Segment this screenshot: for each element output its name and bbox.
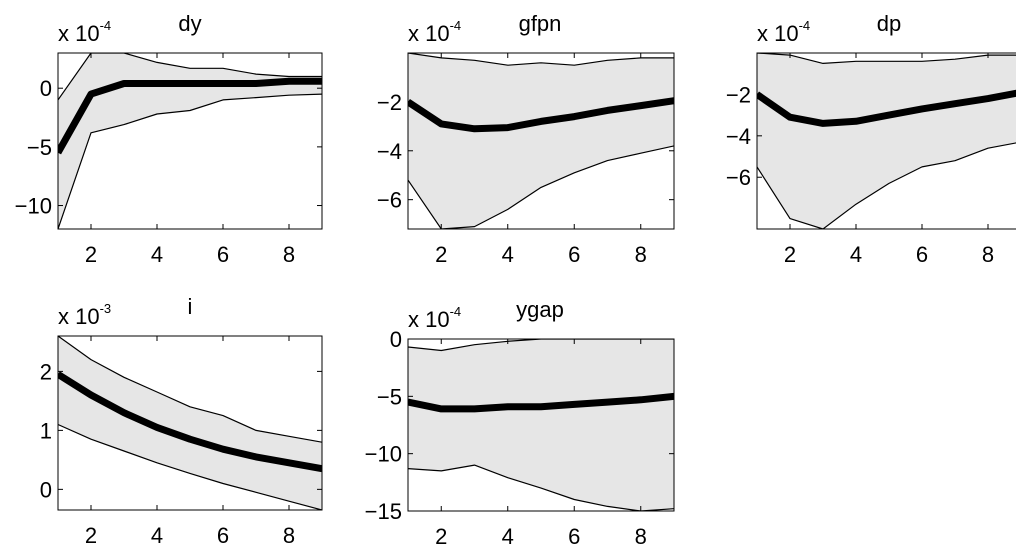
gfpn-x-tick-label: 2 <box>435 242 447 267</box>
dy-x-tick-label: 8 <box>283 242 295 267</box>
ygap-axis-multiplier: x 10-4 <box>408 304 461 332</box>
ygap-x-tick-label: 8 <box>635 524 647 549</box>
i-x-tick-label: 6 <box>217 523 229 548</box>
panel-dy: 2 4 6 8 0 −5 −10 x 10-4 dy <box>15 11 323 267</box>
dp-y-tick-label: −6 <box>726 165 751 190</box>
i-title: i <box>188 294 193 319</box>
dp-x-tick-label: 6 <box>916 242 928 267</box>
gfpn-x-tick-label: 8 <box>635 242 647 267</box>
i-y-tick-label: 1 <box>40 418 52 443</box>
dp-median-line <box>757 89 1016 127</box>
dy-x-tick-label: 2 <box>85 242 97 267</box>
gfpn-title: gfpn <box>519 11 562 36</box>
dp-upper-line <box>757 53 1016 65</box>
ygap-y-tick-label: 0 <box>390 327 402 352</box>
ygap-title: ygap <box>516 297 564 322</box>
i-axes-frame <box>57 335 323 511</box>
gfpn-axis-multiplier: x 10-4 <box>408 18 461 46</box>
i-x-tick-label: 8 <box>283 523 295 548</box>
i-lower-line <box>58 423 322 510</box>
dy-x-tick-label: 4 <box>151 242 163 267</box>
dp-y-tick-label: −2 <box>726 82 751 107</box>
dy-y-tick-label: 0 <box>40 76 52 101</box>
dp-x-tick-label: 2 <box>784 242 796 267</box>
dy-x-tick-label: 6 <box>217 242 229 267</box>
ygap-upper-line <box>408 339 674 352</box>
dp-y-tick-label: −4 <box>726 124 751 149</box>
dy-upper-line <box>58 53 322 101</box>
ygap-median-line <box>408 392 674 413</box>
gfpn-axes-frame <box>407 52 675 230</box>
gfpn-lower-line <box>408 145 674 229</box>
gfpn-x-tick-label: 4 <box>502 242 514 267</box>
gfpn-y-tick-label: −2 <box>377 90 402 115</box>
gfpn-y-tick-label: −6 <box>377 188 402 213</box>
gfpn-y-tick-label: −4 <box>377 139 402 164</box>
ygap-confidence-band <box>408 339 674 511</box>
dy-y-tick-label: −10 <box>15 194 52 219</box>
gfpn-x-tick-label: 6 <box>568 242 580 267</box>
ygap-y-tick-label: −15 <box>365 499 402 524</box>
ygap-lower-line <box>408 464 674 511</box>
panel-dp: 2 4 6 8 −2 −4 −6 x 10-4 dp <box>726 11 1016 267</box>
ygap-x-tick-label: 4 <box>502 524 514 549</box>
dy-lower-line <box>58 93 322 229</box>
panel-i: 2 4 6 8 2 1 0 x 10-3 i <box>40 294 323 548</box>
i-y-tick-label: 2 <box>40 359 52 384</box>
ygap-y-tick-label: −5 <box>377 384 402 409</box>
gfpn-upper-line <box>408 53 674 66</box>
panel-ygap: 2 4 6 8 0 −5 −10 −15 x 10-4 ygap <box>365 297 675 549</box>
ygap-y-tick-label: −10 <box>365 442 402 467</box>
i-median-line <box>58 371 322 473</box>
dy-axes-frame <box>57 52 323 230</box>
dp-axis-multiplier: x 10-4 <box>757 18 810 46</box>
ygap-axes-frame <box>407 338 675 512</box>
ygap-x-tick-label: 6 <box>568 524 580 549</box>
i-axis-multiplier: x 10-3 <box>58 301 111 329</box>
ygap-x-tick-label: 2 <box>435 524 447 549</box>
gfpn-confidence-band <box>408 53 674 229</box>
gfpn-median-line <box>408 97 674 133</box>
panel-gfpn: 2 4 6 8 −2 −4 −6 x 10-4 gfpn <box>377 11 675 267</box>
i-upper-line <box>58 336 322 443</box>
dy-title: dy <box>178 11 201 36</box>
dy-axis-multiplier: x 10-4 <box>58 18 111 46</box>
dp-title: dp <box>877 11 901 36</box>
dp-x-tick-label: 8 <box>982 242 994 267</box>
i-x-tick-label: 4 <box>151 523 163 548</box>
dp-confidence-band <box>757 53 1016 229</box>
i-y-tick-label: 0 <box>40 477 52 502</box>
dy-y-tick-label: −5 <box>27 135 52 160</box>
dp-axes-frame <box>756 52 1016 230</box>
dp-lower-line <box>757 142 1016 229</box>
i-x-tick-label: 2 <box>85 523 97 548</box>
dy-median-line <box>58 77 322 155</box>
dp-x-tick-label: 4 <box>850 242 862 267</box>
i-confidence-band <box>58 336 322 510</box>
